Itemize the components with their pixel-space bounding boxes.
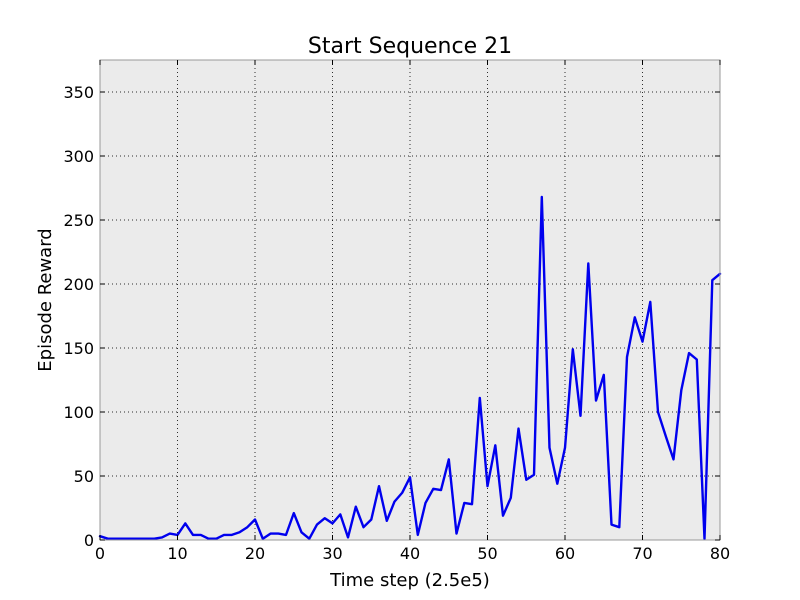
x-tick-label: 0 [95, 544, 105, 563]
y-tick-label: 100 [63, 403, 94, 422]
x-tick-labels: 0 10 20 30 40 50 60 70 80 [95, 544, 730, 563]
y-tick-label: 300 [63, 147, 94, 166]
x-tick-label: 70 [632, 544, 652, 563]
y-tick-labels: 0 50 100 150 200 250 300 350 [63, 83, 94, 550]
x-tick-label: 30 [322, 544, 342, 563]
x-axis-label: Time step (2.5e5) [329, 570, 490, 591]
chart-title: Start Sequence 21 [308, 34, 512, 59]
y-axis-label: Episode Reward [35, 228, 56, 371]
y-tick-label: 250 [63, 211, 94, 230]
y-tick-label: 50 [74, 467, 94, 486]
y-tick-label: 350 [63, 83, 94, 102]
axis-ticks [99, 60, 721, 541]
x-tick-label: 60 [555, 544, 575, 563]
x-tick-label: 50 [477, 544, 497, 563]
y-tick-label: 200 [63, 275, 94, 294]
y-tick-label: 150 [63, 339, 94, 358]
x-tick-label: 20 [245, 544, 265, 563]
x-tick-label: 40 [400, 544, 420, 563]
x-tick-label: 80 [710, 544, 730, 563]
y-tick-label: 0 [84, 531, 94, 550]
reward-series-line [98, 195, 722, 540]
x-tick-label: 10 [167, 544, 187, 563]
